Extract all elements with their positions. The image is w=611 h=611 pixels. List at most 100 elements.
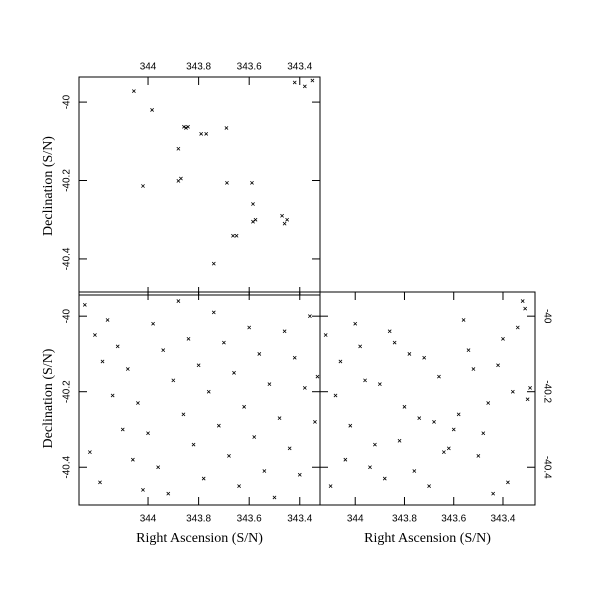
point (98, 480, 102, 485)
point (251, 202, 255, 206)
point (471, 367, 476, 371)
point (262, 469, 267, 473)
point (451, 427, 456, 432)
point (150, 108, 154, 112)
point (515, 325, 520, 330)
point (422, 355, 427, 360)
point (328, 484, 333, 488)
point (93, 333, 97, 337)
point (176, 299, 181, 303)
point (250, 180, 254, 185)
point (237, 484, 241, 488)
x-tick-label: 343.8 (186, 514, 211, 525)
point (252, 435, 257, 439)
x-tick-label: 343.4 (287, 62, 312, 73)
point (412, 469, 417, 473)
point (528, 386, 532, 390)
y-axis-label: Declination (S/N) (41, 136, 56, 236)
point (156, 465, 161, 470)
plot-frame (78, 76, 321, 296)
point (282, 221, 287, 226)
point (115, 344, 120, 349)
y-tick-label: -40.4 (541, 456, 552, 479)
point (216, 423, 221, 428)
x-axis-label: Right Ascension (S/N) (136, 531, 263, 546)
point (227, 454, 231, 458)
point (136, 401, 140, 405)
y-tick-label: -40.2 (62, 380, 73, 403)
point (176, 146, 181, 151)
point (417, 416, 422, 421)
point (146, 431, 150, 436)
x-tick-label: 343.6 (441, 514, 466, 525)
point (333, 393, 338, 398)
point (358, 344, 363, 349)
point (441, 450, 446, 455)
point (315, 374, 320, 379)
point (392, 340, 397, 345)
point (368, 465, 372, 470)
point (100, 359, 105, 364)
point (211, 310, 216, 315)
point (267, 382, 272, 387)
point (110, 393, 115, 398)
point (520, 299, 525, 303)
point (87, 450, 92, 455)
point (280, 213, 284, 218)
point (323, 333, 328, 337)
point (184, 126, 188, 130)
point (387, 329, 392, 334)
point (277, 416, 282, 421)
point (496, 363, 500, 368)
point (222, 340, 226, 345)
point (130, 457, 135, 462)
point (105, 318, 110, 322)
point (491, 491, 496, 496)
point (186, 124, 190, 129)
point (201, 476, 206, 481)
point (166, 491, 171, 496)
point (510, 389, 515, 394)
point (224, 126, 229, 130)
point (253, 217, 258, 222)
point (141, 488, 145, 492)
plot-frame (319, 291, 536, 506)
point (313, 420, 317, 424)
point (285, 217, 290, 222)
x-tick-label: 343.8 (392, 514, 417, 525)
point (82, 302, 87, 307)
point (141, 184, 145, 188)
x-tick-label: 343.6 (237, 514, 262, 525)
point (225, 180, 229, 185)
point (191, 442, 196, 447)
point (282, 329, 287, 334)
point (199, 131, 204, 136)
y-tick-label: -40.2 (62, 169, 73, 192)
x-tick-label: 344 (140, 514, 157, 525)
point (247, 325, 252, 330)
point (292, 355, 297, 360)
point (481, 431, 486, 436)
point (446, 446, 451, 451)
point (232, 370, 236, 375)
point (506, 480, 510, 485)
y-tick-label: -40.2 (541, 380, 552, 403)
point (501, 336, 505, 341)
point (131, 89, 136, 93)
point (308, 314, 312, 319)
point (182, 124, 186, 129)
point (181, 412, 186, 417)
point (363, 378, 367, 383)
point (302, 386, 307, 390)
point (231, 233, 235, 238)
point (206, 389, 211, 394)
point (211, 261, 216, 266)
point (171, 378, 176, 383)
point (382, 476, 387, 481)
point (204, 131, 209, 136)
point (302, 84, 307, 89)
y-axis-label: Declination (S/N) (41, 348, 56, 448)
point (402, 404, 407, 409)
point (476, 454, 481, 458)
point (186, 336, 191, 341)
